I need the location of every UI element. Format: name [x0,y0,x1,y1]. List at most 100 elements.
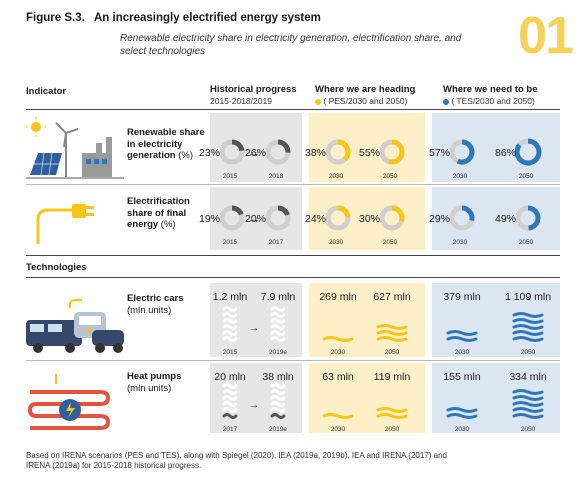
heading-header: Where we are heading [315,84,416,95]
donut-value-label: 30% [359,213,380,225]
unit-mark [270,318,286,324]
historical-header: Historical progress [210,84,297,95]
year-label: 2050 [383,239,398,246]
technologies-section-label: Technologies [26,262,87,273]
indicator-label-renewable: Renewable share in electricity generatio… [127,127,209,162]
row-divider-3 [26,277,560,278]
unit-mark [376,336,408,342]
year-label: 2018 [269,173,284,180]
indicator-label-electric-cars: Electric cars (mln units) [127,293,209,316]
unit-mark [270,389,286,395]
indicator-name: Renewable share in electricity generatio… [127,127,205,161]
row-divider-4 [26,360,560,361]
unit-mark [270,383,286,389]
year-label: 2050 [521,349,536,356]
unit-mark [270,395,286,401]
year-label: 2030 [455,426,470,433]
value-label: 119 mln [374,371,411,383]
year-label: 2019e [269,426,287,433]
plug-icon [36,204,94,244]
year-label: 2030 [329,173,344,180]
unit-mark [270,312,286,318]
unit-mark [512,395,544,401]
value-label: 1 109 mln [505,291,551,303]
figure-label: Figure S.3. An increasingly electrified … [26,12,321,24]
unit-mark [222,407,238,413]
value-label: 38 mln [262,371,294,383]
value-label: 334 mln [509,371,547,383]
donut-slice [277,205,290,216]
year-label: 2017 [269,239,284,246]
donut-slice [514,138,542,166]
unit-mark [222,389,238,395]
unit-mark [376,413,408,419]
value-label: 379 mln [443,291,481,303]
donut-value-label: 49% [495,213,516,225]
donut-slice [337,139,351,162]
heading-sub-text: ( PES/2030 and 2050) [323,96,408,106]
figure-title: An increasingly electrified energy syste… [93,12,321,24]
indicator-unit: (%) [160,219,176,230]
unit-mark [512,324,544,330]
unit-mark [512,401,544,407]
value-label: 20 mln [214,371,246,383]
donut-slice [277,139,291,153]
unit-mark [376,407,408,413]
year-label: 2030 [331,349,346,356]
chapter-number: 01 [518,7,574,65]
unit-mark [446,336,478,342]
unit-mark [222,383,238,389]
year-label: 2019e [269,349,287,356]
header-rule [26,109,560,110]
need-header: Where we need to be [443,84,538,95]
donut-slice [527,205,541,231]
value-label: 627 mln [373,291,411,303]
donut-slice [391,205,405,222]
donut-slice [231,139,245,152]
historical-subheader: 2015-2018/2019 [210,96,272,106]
unit-mark [270,330,286,336]
indicator-unit: (mln units) [127,304,172,316]
unit-mark [512,389,544,395]
year-label: 2050 [521,426,536,433]
value-label: 269 mln [319,291,357,303]
year-label: 2017 [223,426,238,433]
unit-mark [222,336,238,342]
donut-slice [231,205,244,216]
year-label: 2050 [385,426,400,433]
panel-need-row3 [432,283,560,357]
unit-mark [512,330,544,336]
value-label: 1.2 mln [213,291,248,303]
unit-mark [270,306,286,312]
year-label: 2050 [519,173,534,180]
unit-mark [222,306,238,312]
unit-mark [270,336,286,342]
donut-value-label: 38% [305,147,326,159]
need-sub-text: ( TES/2030 and 2050) [451,96,535,106]
unit-mark [222,395,238,401]
row-divider-1 [26,184,560,185]
donut-value-label: 19% [199,213,220,225]
year-label: 2015 [223,173,238,180]
heading-subheader: ( PES/2030 and 2050) [315,96,408,106]
need-legend-dot-icon [443,98,449,105]
row-divider-2 [26,255,560,256]
donut-value-label: 20% [245,213,266,225]
donut-slice [388,139,405,165]
heading-legend-dot-icon [315,98,321,105]
donut-value-label: 23% [199,147,220,159]
value-label: 155 mln [443,371,481,383]
unit-mark [512,318,544,324]
electric-car-icon [26,299,124,353]
unit-mark [222,401,238,407]
indicator-name: Electrification share of final energy [127,196,190,230]
value-label: 7.9 mln [261,291,296,303]
donut-value-label: 86% [495,147,516,159]
unit-mark [270,407,286,413]
heat-pump-icon [27,374,111,430]
year-label: 2030 [453,239,468,246]
unit-mark [512,312,544,318]
unit-mark [322,413,354,419]
unit-mark [512,336,544,342]
donut-value-label: 24% [305,213,326,225]
